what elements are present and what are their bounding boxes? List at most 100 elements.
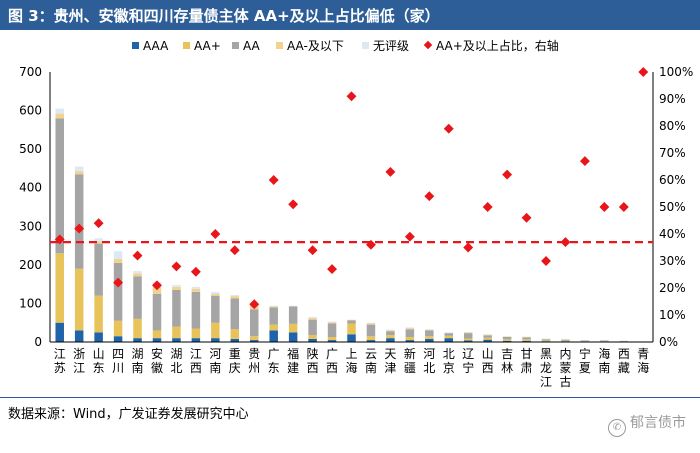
x-tick-label: 新疆 [404, 346, 416, 375]
bar-AA+-浙江 [74, 268, 84, 331]
bar-AA+-贵州 [249, 336, 259, 341]
ratio-markers [54, 67, 649, 310]
bar-AAA-广东 [269, 330, 278, 342]
x-tick-label: 贵州 [248, 347, 260, 375]
y-right-tick-label: 70% [659, 146, 686, 160]
y-right-tick-label: 80% [659, 119, 686, 133]
bar-AA-云南 [366, 324, 376, 337]
x-tick-label: 北京 [443, 347, 455, 375]
y-right-tick-label: 20% [659, 281, 686, 295]
x-tick-label: 湖南 [132, 346, 144, 375]
bar-AA+-陕西 [308, 335, 317, 339]
bar-AA-北京 [444, 333, 454, 336]
bar-AAA-重庆 [230, 338, 240, 342]
bar-AA-江苏 [55, 118, 64, 254]
x-tick-label: 广西 [326, 347, 338, 375]
bar-AA+-上海 [347, 323, 356, 335]
bar-AA+-辽宁 [463, 338, 473, 341]
ratio-point-内蒙古 [560, 237, 571, 248]
ratio-point-辽宁 [463, 242, 474, 253]
x-tick-label: 内蒙古 [559, 347, 571, 389]
bar-AAA-湖南 [133, 338, 142, 342]
x-tick-label: 甘肃 [521, 347, 533, 375]
bar-AA-河南 [211, 295, 220, 323]
bar-AAA-浙江 [74, 330, 84, 342]
bar-AAA-北京 [444, 338, 454, 342]
legend-label-2: AA [243, 39, 261, 53]
bar-无评级-山东 [94, 238, 103, 242]
bar-AA-湖北 [172, 289, 181, 327]
x-tick-label: 云南 [365, 347, 377, 375]
legend-swatch-2 [232, 42, 239, 49]
x-tick-label: 青海 [637, 347, 649, 375]
bar-AA-陕西 [308, 319, 317, 336]
ratio-point-河南 [210, 229, 221, 239]
ratio-point-西藏 [618, 202, 629, 212]
y-right-tick-label: 60% [659, 173, 686, 187]
bar-AAA-甘肃 [522, 340, 531, 342]
legend-label-0: AAA [143, 39, 169, 53]
bar-AAA-江西 [191, 338, 201, 342]
bar-AA+-北京 [444, 335, 454, 339]
ratio-point-天津 [385, 166, 396, 177]
bar-AAA-云南 [366, 340, 376, 342]
bar-AA-及以下-重庆 [230, 296, 240, 299]
x-tick-label: 福建 [287, 346, 299, 375]
bar-无评级-广西 [327, 321, 337, 323]
bar-AAA-江苏 [55, 322, 64, 342]
bar-AA+-重庆 [230, 329, 240, 339]
bar-AA-及以下-广西 [327, 322, 337, 324]
legend-swatch-3 [276, 42, 283, 49]
y-left-tick-label: 100 [19, 296, 42, 310]
ratio-point-河北 [424, 191, 435, 202]
x-tick-label: 浙江 [73, 347, 85, 375]
bar-AA-及以下-云南 [366, 323, 376, 325]
ratio-point-贵州 [249, 299, 260, 310]
y-right-tick-label: 100% [659, 65, 693, 79]
ratio-point-宁夏 [579, 156, 590, 167]
bar-AA-天津 [386, 331, 395, 336]
bar-AA-重庆 [230, 298, 240, 330]
bar-AA-山东 [94, 243, 103, 296]
bar-AA-及以下-广东 [269, 306, 278, 308]
ratio-point-青海 [638, 67, 649, 77]
bar-AA-辽宁 [463, 333, 473, 339]
legend-swatch-1 [183, 42, 190, 49]
legend-swatch-4 [362, 42, 369, 49]
ratio-point-湖北 [171, 261, 182, 272]
x-tick-label: 河北 [423, 347, 435, 375]
ratio-point-江苏 [54, 234, 65, 245]
bar-AA+-安徽 [152, 330, 162, 339]
x-tick-label: 海南 [598, 346, 610, 375]
x-tick-label: 陕西 [307, 346, 319, 375]
bar-AA-宁夏 [580, 340, 590, 342]
ratio-point-吉林 [502, 169, 513, 180]
y-right-tick-label: 0% [659, 335, 678, 349]
bar-AA+-新疆 [405, 336, 415, 341]
figure-title-bar: 图 3：贵州、安徽和四川存量债主体 AA+及以上占比偏低（家） [0, 0, 700, 30]
bar-AA-黑龙江 [541, 339, 551, 341]
y-left-tick-label: 600 [19, 104, 42, 118]
bar-AA-及以下-天津 [386, 330, 395, 332]
bar-AA-海南 [600, 340, 609, 342]
bar-AA+-吉林 [502, 339, 512, 341]
bar-AA+-山东 [94, 295, 103, 333]
bar-AA-湖南 [133, 276, 142, 319]
bar-AA-广西 [327, 323, 337, 337]
ratio-point-山西 [482, 202, 493, 212]
bar-无评级-湖北 [172, 284, 181, 287]
bar-AA+-河南 [211, 322, 220, 339]
x-tick-label: 宁夏 [579, 346, 591, 375]
bar-AA+-黑龙江 [541, 340, 551, 342]
ratio-point-甘肃 [521, 212, 532, 223]
legend-label-5: AA+及以上占比，右轴 [436, 38, 559, 53]
y-left-tick-label: 0 [34, 335, 42, 349]
ratio-point-北京 [443, 123, 454, 134]
ratio-point-陕西 [307, 245, 318, 256]
x-tick-label: 吉林 [501, 347, 513, 375]
bar-无评级-四川 [113, 251, 123, 260]
bar-AA+-河北 [425, 336, 434, 339]
bar-AA+-湖南 [133, 318, 142, 339]
bar-AAA-上海 [347, 334, 356, 342]
ratio-point-重庆 [229, 245, 240, 256]
